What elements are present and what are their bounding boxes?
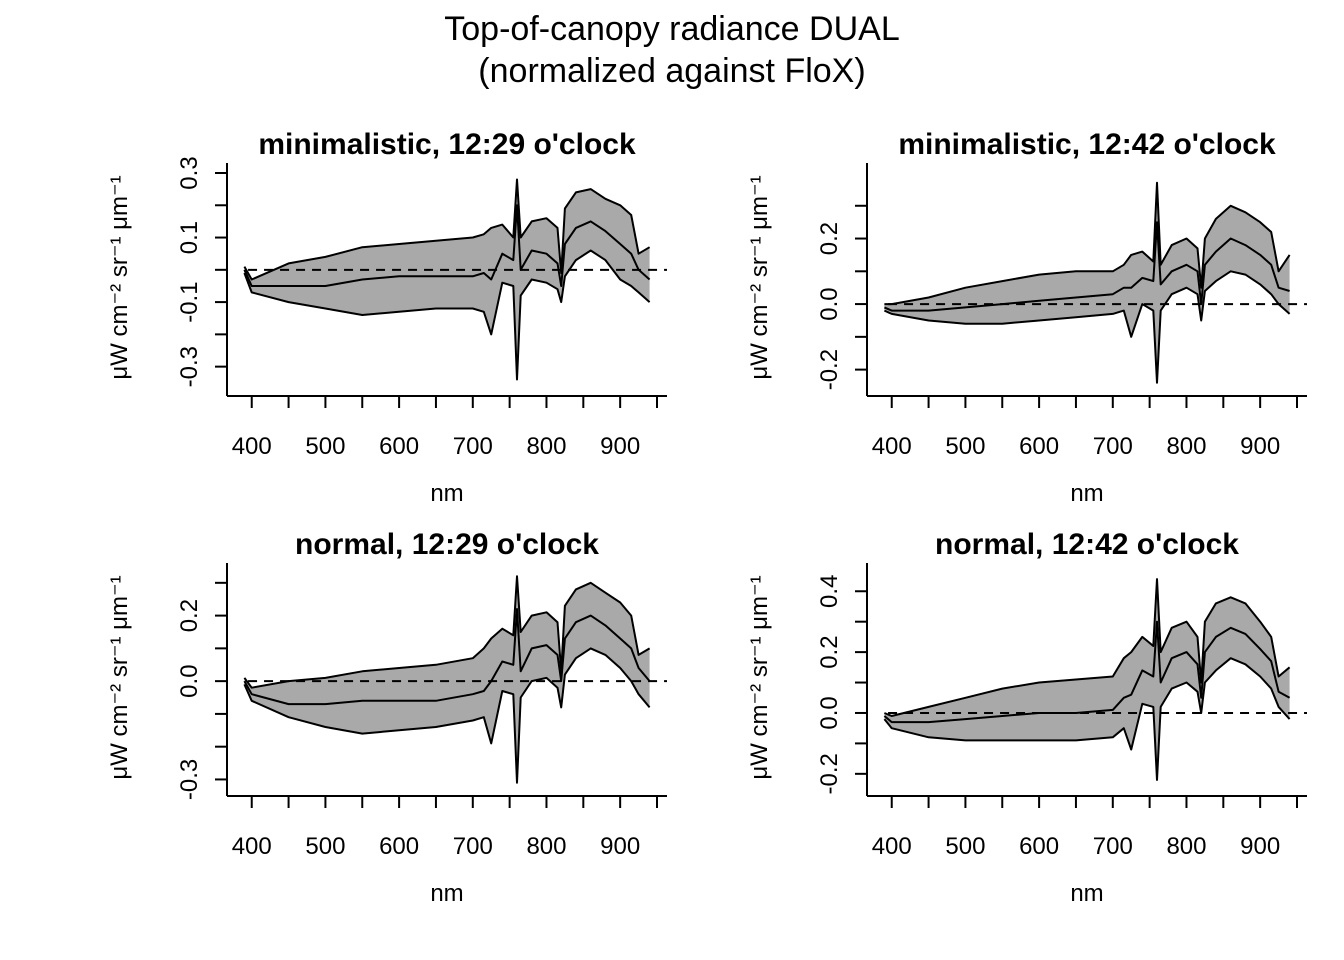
mean-line (243, 204, 651, 287)
x-axis-title: nm (430, 480, 463, 507)
y-axis-title: μW cm⁻² sr⁻¹ μm⁻¹ (106, 175, 133, 379)
x-tick-label: 700 (453, 433, 493, 460)
x-tick-label: 700 (453, 833, 493, 860)
y-tick-label: 0.1 (176, 221, 203, 254)
lower-bound-line (883, 270, 1291, 384)
x-tick-label: 400 (232, 833, 272, 860)
y-tick-label: 0.2 (816, 635, 843, 668)
panel-title: minimalistic, 12:29 o'clock (258, 128, 636, 161)
x-tick-label: 400 (872, 833, 912, 860)
x-tick-label: 600 (379, 433, 419, 460)
panel-3: normal, 12:29 o'clock 400 500 600 700 800 900 -… (106, 528, 667, 907)
y-axis-title: μW cm⁻² sr⁻¹ μm⁻¹ (746, 575, 773, 779)
y-tick-label: -0.1 (176, 281, 203, 322)
x-tick-label: 900 (1240, 433, 1280, 460)
chart-title-line-2: (normalized against FloX) (478, 52, 866, 90)
y-tick-label: -0.2 (816, 349, 843, 390)
x-tick-label: 700 (1093, 833, 1133, 860)
panel-title: normal, 12:42 o'clock (935, 528, 1239, 561)
x-tick-label: 500 (305, 433, 345, 460)
x-tick-label: 700 (1093, 433, 1133, 460)
upper-bound-line (243, 178, 651, 281)
y-axis-title: μW cm⁻² sr⁻¹ μm⁻¹ (746, 175, 773, 379)
y-tick-label: -0.3 (176, 759, 203, 800)
y-tick-label: -0.2 (816, 753, 843, 794)
x-tick-label: 600 (1019, 433, 1059, 460)
panel-1: minimalistic, 12:29 o'clock 400 500 600 700 8… (106, 128, 667, 507)
y-tick-label: 0.0 (816, 696, 843, 729)
upper-bound-line (884, 578, 1291, 717)
chart-main-title: Top-of-canopy radiance DUAL (normalized … (0, 8, 1344, 92)
y-tick-label: 0.2 (176, 599, 203, 632)
lower-bound-line (883, 657, 1291, 781)
panel-4: normal, 12:42 o'clock 400 500 600 700 800 900 -… (746, 528, 1307, 907)
x-axis-title: nm (1070, 880, 1103, 907)
uncertainty-band (244, 576, 650, 783)
panel-title: minimalistic, 12:42 o'clock (898, 128, 1276, 161)
y-tick-label: 0.4 (816, 575, 843, 608)
mean-line (243, 608, 651, 706)
uncertainty-band (244, 179, 650, 380)
upper-bound-line (243, 575, 651, 689)
lower-bound-line (243, 647, 651, 784)
y-tick-label: 0.0 (176, 664, 203, 697)
x-tick-label: 600 (379, 833, 419, 860)
upper-bound-line (884, 181, 1291, 306)
panel-2: minimalistic, 12:42 o'clock 400 500 600 700 8… (746, 128, 1307, 507)
x-tick-label: 500 (305, 833, 345, 860)
lower-bound-line (243, 249, 651, 381)
uncertainty-band (884, 182, 1290, 383)
x-tick-label: 600 (1019, 833, 1059, 860)
x-tick-label: 800 (526, 433, 566, 460)
y-tick-label: 0.2 (816, 222, 843, 255)
chart-title-line-1: Top-of-canopy radiance DUAL (444, 10, 900, 48)
x-tick-label: 800 (1166, 433, 1206, 460)
x-tick-label: 400 (872, 433, 912, 460)
y-axis-title: μW cm⁻² sr⁻¹ μm⁻¹ (106, 575, 133, 779)
x-tick-label: 800 (526, 833, 566, 860)
y-tick-label: 0.3 (176, 156, 203, 189)
x-tick-label: 900 (600, 833, 640, 860)
panel-title: normal, 12:29 o'clock (295, 528, 599, 561)
x-tick-label: 500 (945, 433, 985, 460)
x-tick-label: 900 (1240, 833, 1280, 860)
x-tick-label: 500 (945, 833, 985, 860)
mean-line (883, 620, 1291, 724)
y-tick-label: -0.3 (176, 346, 203, 387)
y-tick-label: 0.0 (816, 287, 843, 320)
x-tick-label: 400 (232, 433, 272, 460)
x-tick-label: 900 (600, 433, 640, 460)
x-axis-title: nm (1070, 480, 1103, 507)
x-tick-label: 800 (1166, 833, 1206, 860)
x-axis-title: nm (430, 880, 463, 907)
